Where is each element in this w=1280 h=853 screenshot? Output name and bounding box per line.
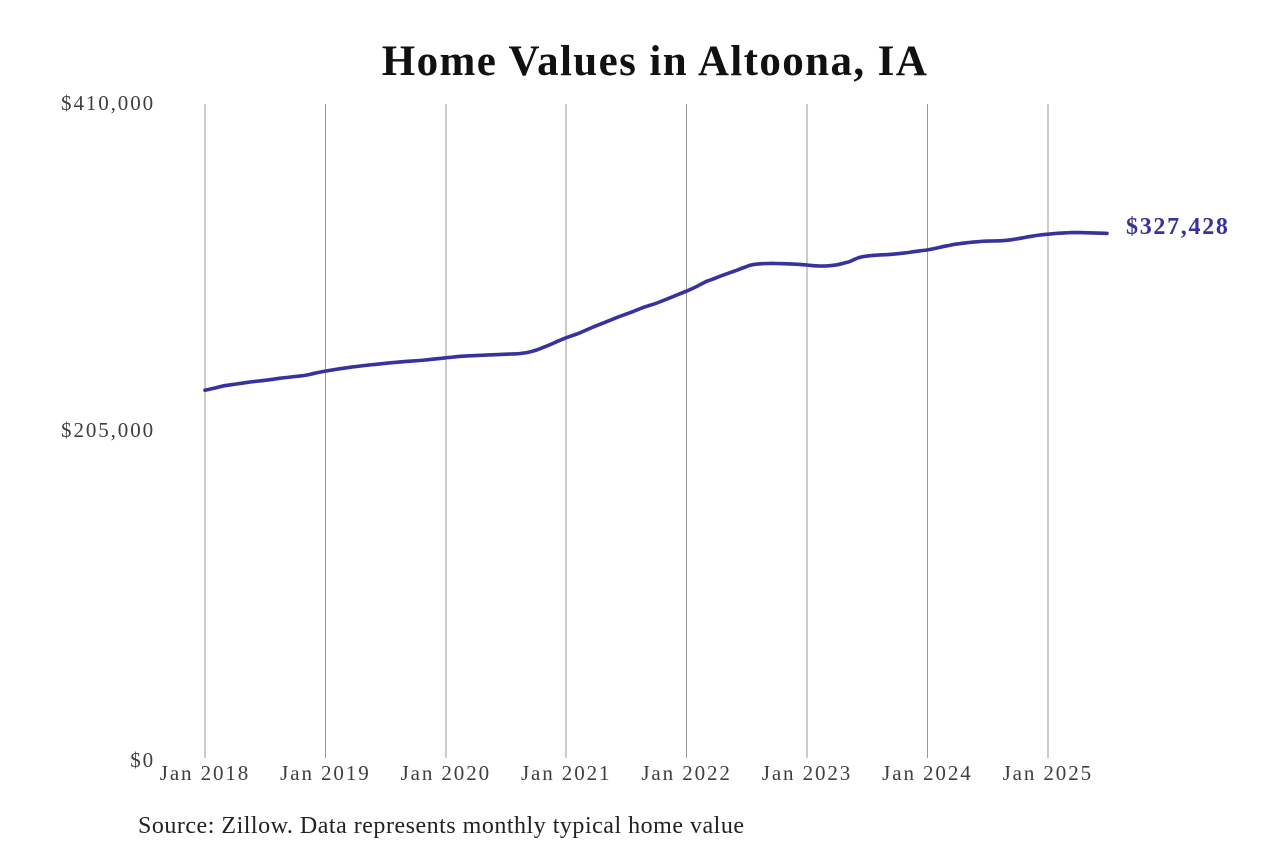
svg-text:$327,428: $327,428 (1126, 214, 1230, 240)
svg-text:Jan 2021: Jan 2021 (521, 761, 611, 785)
svg-text:Jan 2022: Jan 2022 (641, 761, 731, 785)
svg-text:Jan 2025: Jan 2025 (1003, 761, 1093, 785)
svg-text:Jan 2023: Jan 2023 (762, 761, 852, 785)
svg-text:Jan 2024: Jan 2024 (882, 761, 972, 785)
svg-text:Home Values in Altoona, IA: Home Values in Altoona, IA (382, 38, 929, 85)
svg-text:$205,000: $205,000 (61, 418, 155, 442)
svg-text:$410,000: $410,000 (61, 91, 155, 115)
svg-text:Jan 2020: Jan 2020 (401, 761, 491, 785)
svg-text:$0: $0 (130, 748, 155, 772)
svg-text:Jan 2019: Jan 2019 (280, 761, 370, 785)
svg-text:Source: Zillow. Data represent: Source: Zillow. Data represents monthly … (138, 813, 745, 839)
svg-text:Jan 2018: Jan 2018 (160, 761, 250, 785)
